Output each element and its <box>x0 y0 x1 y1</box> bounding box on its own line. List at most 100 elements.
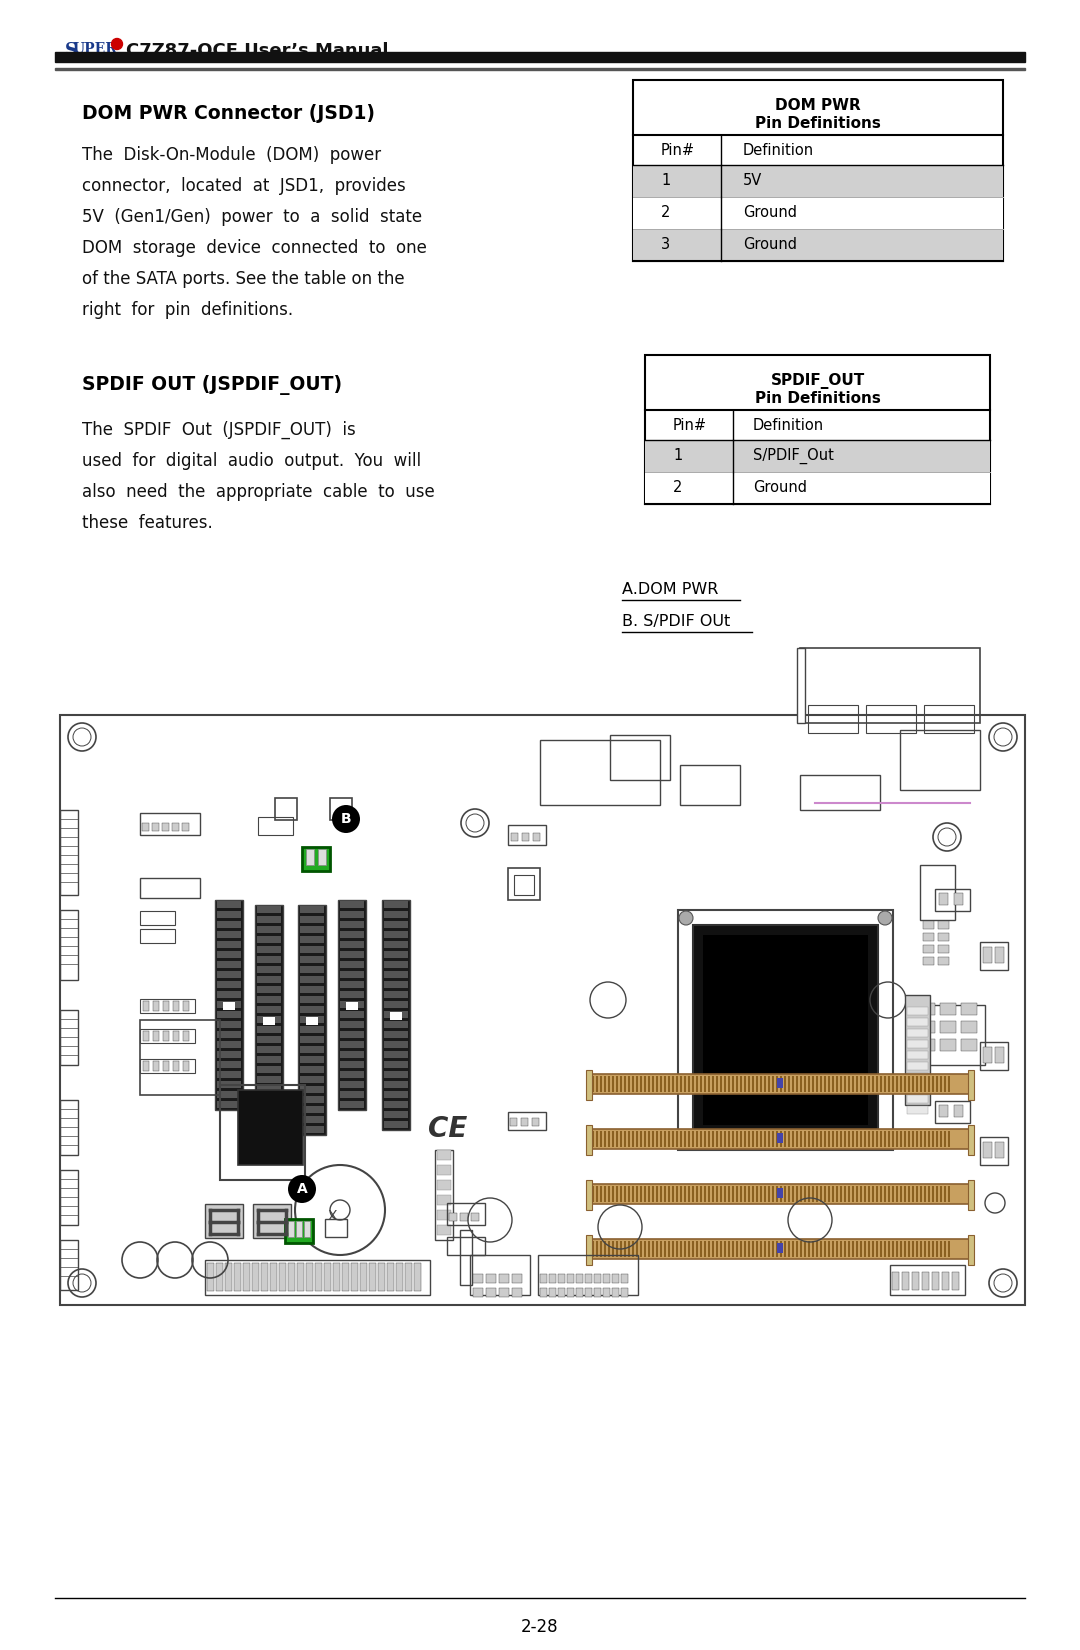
Bar <box>279 1262 286 1290</box>
Bar <box>948 1241 950 1257</box>
Bar <box>788 1076 789 1092</box>
Bar <box>632 1241 634 1257</box>
Bar <box>923 932 934 940</box>
Bar <box>940 1040 956 1051</box>
Bar <box>680 766 740 805</box>
Bar <box>586 1234 592 1266</box>
Bar <box>627 1241 630 1257</box>
Bar <box>944 1130 946 1147</box>
Bar <box>804 1186 806 1201</box>
Bar <box>716 1076 718 1092</box>
Text: connector,  located  at  JSD1,  provides: connector, located at JSD1, provides <box>82 177 406 195</box>
Bar <box>340 1091 364 1097</box>
Bar <box>756 1186 758 1201</box>
Bar <box>939 921 949 929</box>
Text: S: S <box>65 41 78 59</box>
Bar <box>437 1180 451 1190</box>
Text: SPDIF_OUT: SPDIF_OUT <box>770 373 865 389</box>
Bar <box>656 1130 658 1147</box>
Bar <box>876 1186 878 1201</box>
Bar <box>508 1112 546 1130</box>
Bar <box>460 1213 468 1221</box>
Bar <box>720 1076 723 1092</box>
Bar <box>936 1076 939 1092</box>
Bar <box>594 1274 600 1284</box>
Bar <box>740 1076 742 1092</box>
Bar <box>907 1106 928 1114</box>
Bar <box>760 1076 762 1092</box>
Bar <box>735 1241 738 1257</box>
Bar <box>603 1289 610 1297</box>
Bar <box>60 1241 78 1290</box>
Bar <box>816 1186 818 1201</box>
Bar <box>684 1186 686 1201</box>
Bar <box>644 1130 646 1147</box>
Bar <box>257 997 281 1003</box>
Bar <box>340 1002 364 1008</box>
Text: of the SATA ports. See the table on the: of the SATA ports. See the table on the <box>82 271 405 289</box>
Circle shape <box>288 1175 316 1203</box>
Bar <box>437 1209 451 1219</box>
Bar <box>612 1186 615 1201</box>
Bar <box>257 906 281 912</box>
Bar <box>616 1076 618 1092</box>
Bar <box>923 957 934 965</box>
Bar <box>944 1241 946 1257</box>
Bar <box>586 1069 592 1101</box>
Bar <box>257 1125 281 1134</box>
Bar <box>217 950 241 959</box>
Text: DOM PWR Connector (JSD1): DOM PWR Connector (JSD1) <box>82 104 375 124</box>
Bar <box>608 1076 610 1092</box>
Bar <box>633 165 1003 196</box>
Bar <box>140 813 200 835</box>
Bar <box>885 1130 886 1147</box>
Bar <box>896 1130 897 1147</box>
Bar <box>864 1186 866 1201</box>
Bar <box>720 1186 723 1201</box>
Bar <box>257 936 281 944</box>
Bar <box>592 1186 594 1201</box>
Bar <box>173 1061 179 1071</box>
Bar <box>820 1076 822 1092</box>
Bar <box>696 1186 698 1201</box>
Bar <box>684 1130 686 1147</box>
Bar <box>163 1002 168 1011</box>
Bar <box>652 1186 654 1201</box>
Bar <box>645 441 990 472</box>
Bar <box>888 1241 890 1257</box>
Bar <box>905 995 930 1106</box>
Bar <box>644 1241 646 1257</box>
Bar <box>820 1130 822 1147</box>
Bar <box>688 1241 690 1257</box>
Bar <box>951 1272 959 1290</box>
Bar <box>712 1076 714 1092</box>
Bar <box>252 1262 259 1290</box>
Bar <box>384 1031 408 1038</box>
Bar <box>800 1076 802 1092</box>
Bar <box>924 1186 926 1201</box>
Bar <box>315 1262 322 1290</box>
Bar <box>612 1274 619 1284</box>
Bar <box>300 955 324 964</box>
Text: CE: CE <box>428 1115 468 1143</box>
Bar <box>620 1130 622 1147</box>
Bar <box>217 1101 241 1109</box>
Text: The  SPDIF  Out  (JSPDIF_OUT)  is: The SPDIF Out (JSPDIF_OUT) is <box>82 421 355 439</box>
Bar <box>669 1186 670 1201</box>
Bar <box>60 1101 78 1155</box>
Bar <box>512 1289 522 1297</box>
Bar <box>217 1002 241 1008</box>
Text: right  for  pin  definitions.: right for pin definitions. <box>82 300 293 318</box>
Bar <box>936 1186 939 1201</box>
Bar <box>696 1076 698 1092</box>
Bar <box>384 911 408 917</box>
Bar <box>220 1086 305 1180</box>
Bar <box>780 1130 782 1147</box>
Bar <box>340 901 364 908</box>
Bar <box>258 817 293 835</box>
Bar <box>856 1130 858 1147</box>
Bar <box>300 987 324 993</box>
Bar <box>840 1186 842 1201</box>
Bar <box>904 1186 906 1201</box>
Bar <box>872 1241 874 1257</box>
